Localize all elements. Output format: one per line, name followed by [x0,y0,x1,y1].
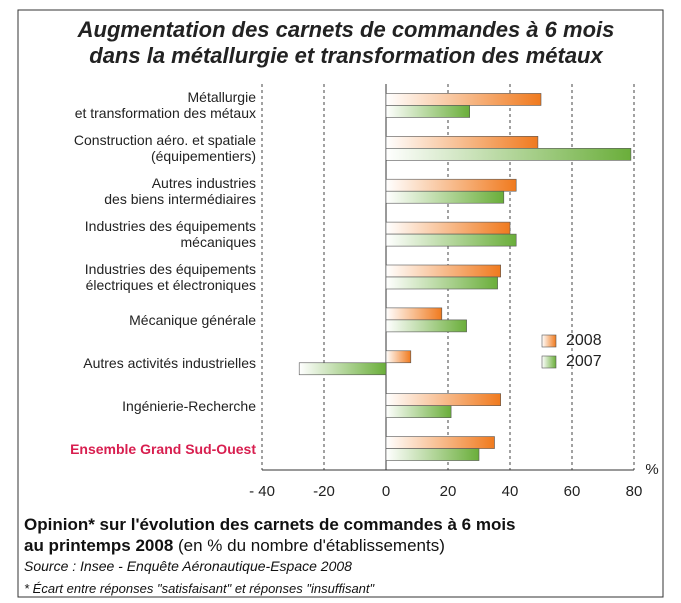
x-tick-label: 80 [626,483,643,500]
bar [385,448,480,461]
bar [385,93,542,106]
footer-rest: (en % du nombre d'établissements) [173,536,445,555]
category-label: Autres activités industrielles [83,354,256,371]
category-label: Industries des équipements électriques e… [84,261,256,293]
bar [385,178,517,192]
x-tick-label: -20 [313,483,335,500]
frame [17,9,664,598]
legend-label: 2008 [566,332,602,349]
chart-title: dans la métallurgie et transformation de… [89,43,603,68]
source: Source : Insee - Enquête Aéronautique-Es… [24,558,352,574]
category-label: Mécanique générale [129,311,256,328]
bar [385,319,467,333]
category-label: Métallurgie et transformation des métaux [74,89,256,122]
bar [385,405,452,418]
x-tick-label: 0 [382,483,390,500]
legend-swatch [541,334,557,348]
bar [385,350,412,364]
footer-title: Opinion* sur l'évolution des carnets de … [24,515,516,534]
note: * Écart entre réponses "satisfaisant" et… [24,581,375,596]
bar [385,276,498,290]
category-label: Ensemble Grand Sud-Ouest [70,440,256,457]
bar [385,105,470,118]
x-tick-label: - 40 [249,483,275,500]
bar [385,264,501,278]
category-label: Autres industries des biens intermédiair… [104,175,256,208]
bar [385,136,539,149]
footer-subtitle: au printemps 2008 (en % du nombre d'étab… [24,536,445,556]
bar [298,362,387,376]
x-tick-label: 40 [502,483,519,500]
legend-swatch [541,355,557,369]
category-label: Ingénierie-Recherche [122,397,256,414]
bar [385,307,443,321]
bar [385,148,632,161]
x-tick-label: 60 [564,483,581,500]
chart-title: Augmentation des carnets de commandes à … [77,17,615,42]
x-unit: % [645,461,658,478]
bar [385,190,505,204]
footer-bold: au printemps 2008 [24,536,174,555]
bar [385,436,495,449]
bar [385,233,517,247]
category-label: Industries des équipements mécaniques [84,218,256,251]
bar [385,393,501,406]
bar [385,221,511,235]
x-tick-label: 20 [440,483,457,500]
category-label: Construction aéro. et spatiale (équipeme… [73,132,256,165]
legend-label: 2007 [566,353,602,370]
